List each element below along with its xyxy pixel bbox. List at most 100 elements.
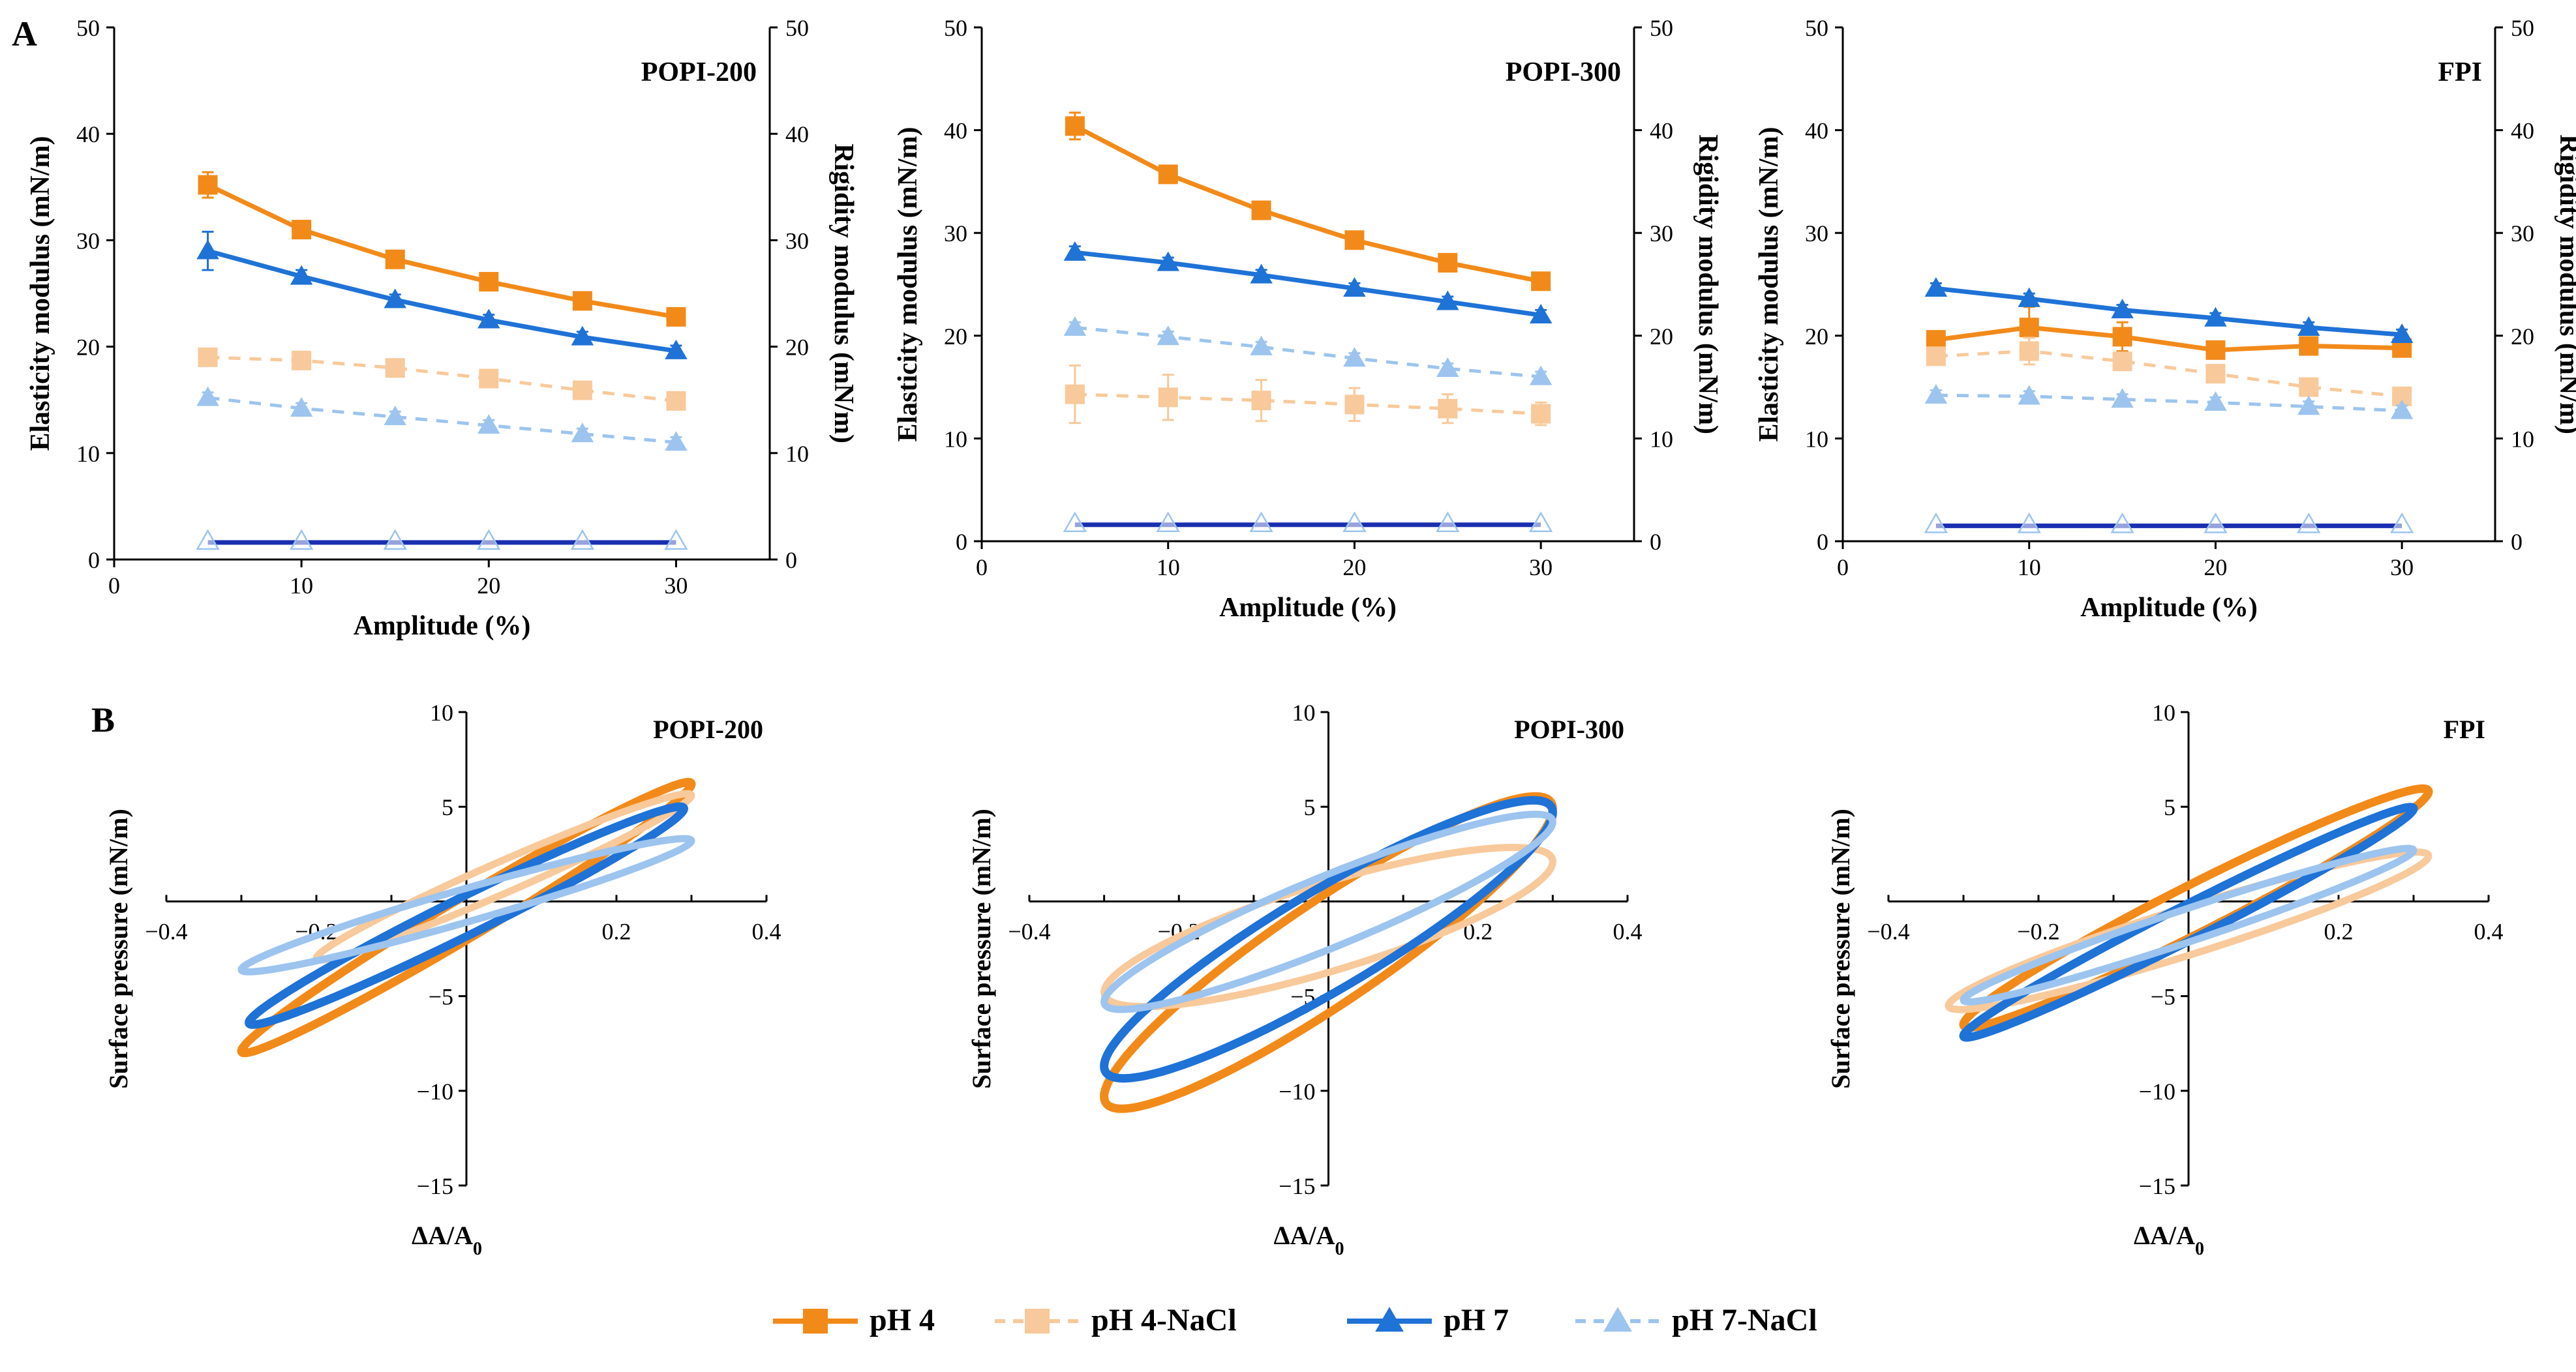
y-tick-label: 40 <box>944 118 967 144</box>
y2-tick-label: 30 <box>1650 220 1673 246</box>
legend-label: pH 7-NaCl <box>1672 1303 1817 1337</box>
x-tick-label: 20 <box>1342 554 1366 580</box>
data-point <box>1531 271 1551 291</box>
x-tick-label: 10 <box>2018 554 2041 580</box>
data-point <box>2112 327 2132 347</box>
x-tick-label: 30 <box>664 573 688 599</box>
data-point <box>1926 346 1946 366</box>
chart-title: POPI-300 <box>1506 57 1621 87</box>
y-axis-label: Elasticity modulus (mN/m) <box>1754 127 1784 442</box>
data-point <box>385 358 405 378</box>
y2-tick-label: 50 <box>785 15 809 41</box>
y2-tick-label: 0 <box>785 547 797 573</box>
data-point <box>2018 287 2040 307</box>
panel-b-label: B <box>91 700 115 739</box>
series-line <box>207 183 677 320</box>
series-ph-4 <box>1926 306 2412 360</box>
series-g <box>196 529 688 550</box>
data-point <box>198 347 218 367</box>
series-line <box>1935 286 2402 337</box>
series-line <box>1935 393 2402 413</box>
y-tick-label: 50 <box>944 15 967 41</box>
y2-axis-label: Rigidity modulus (mN/m) <box>1693 134 1723 434</box>
legend-item-ph-7-nacl: pH 7-NaCl <box>1575 1303 1817 1337</box>
series-ph-7-nacl <box>196 386 688 451</box>
chart-a-popi-300: 0 10 20 30 0 10 20 30 40 50 0 10 20 30 40 50 Amplitude (… <box>893 15 1723 623</box>
data-point <box>2297 316 2320 336</box>
legend-label: pH 4 <box>870 1303 935 1337</box>
g-double-prime-marker <box>196 529 220 550</box>
y-axis-label: Surface pressure (mN/m) <box>1826 809 1855 1089</box>
legend-marker <box>1025 1309 1050 1334</box>
legend-item-ph-4: pH 4 <box>773 1303 935 1337</box>
x-axis-label: ΔA/A0 <box>1274 1221 1344 1259</box>
y-tick-label: 40 <box>1805 118 1828 144</box>
x-tick-label: 0.2 <box>2324 918 2354 944</box>
y2-tick-label: 0 <box>2511 529 2523 555</box>
y-tick-label: 50 <box>76 15 100 41</box>
series-ph-7-nacl <box>1063 316 1553 385</box>
data-point <box>2297 395 2320 415</box>
data-point <box>1065 384 1085 404</box>
g-double-prime-marker <box>2110 512 2134 533</box>
g-double-prime-marker <box>664 529 688 550</box>
data-point <box>1157 325 1179 346</box>
data-point <box>572 291 592 311</box>
data-point <box>479 272 499 292</box>
legend-marker <box>1603 1307 1632 1332</box>
y-tick-label: 5 <box>442 794 453 820</box>
data-point <box>666 391 686 411</box>
g-double-prime-marker <box>2017 512 2041 533</box>
g-double-prime-marker <box>1436 511 1460 533</box>
data-point <box>198 175 218 195</box>
series-ph-7 <box>196 230 688 359</box>
data-point <box>1250 263 1273 284</box>
x-tick-label: 20 <box>477 573 500 599</box>
y-tick-label: 0 <box>88 547 100 573</box>
data-point <box>292 220 312 240</box>
y2-tick-label: 0 <box>1650 529 1661 555</box>
data-point <box>1926 330 1946 350</box>
x-tick-label: 10 <box>290 573 313 599</box>
g-double-prime-marker <box>2204 512 2228 533</box>
data-point <box>2019 318 2039 338</box>
data-point <box>1343 277 1366 297</box>
series-line <box>1935 325 2402 353</box>
data-point <box>1436 357 1459 377</box>
y2-tick-label: 10 <box>785 441 809 467</box>
y-tick-label: 30 <box>76 228 100 254</box>
axes: 0 10 20 30 0 10 20 30 40 50 0 10 20 30 40 50 <box>76 15 809 599</box>
data-point <box>1924 383 1948 404</box>
data-point <box>1157 251 1179 271</box>
data-point <box>2390 399 2414 419</box>
y-tick-label: 30 <box>944 220 967 246</box>
y-tick-label: 10 <box>944 426 967 452</box>
g-double-prime-marker <box>1528 511 1553 533</box>
legend-marker <box>1375 1307 1404 1332</box>
y-tick-label: 10 <box>1805 426 1828 452</box>
y-tick-label: 20 <box>76 335 100 361</box>
x-axis-label: Amplitude (%) <box>1219 593 1397 623</box>
y-axis-label: Elasticity modulus (mN/m) <box>893 127 923 442</box>
y-tick-label: 20 <box>944 323 967 350</box>
x-tick-label: 0.2 <box>602 918 631 944</box>
legend-item-ph-4-nacl: pH 4-NaCl <box>995 1303 1237 1337</box>
data-point <box>1343 347 1366 367</box>
x-tick-label: −0.4 <box>1867 918 1909 944</box>
data-point <box>2204 391 2227 411</box>
data-point <box>292 350 312 370</box>
data-point <box>196 239 219 260</box>
legend-label: pH 4-NaCl <box>1091 1303 1237 1337</box>
series-line <box>1074 393 1541 416</box>
chart-a-fpi: 0 10 20 30 0 10 20 30 40 50 0 10 20 30 40 50 Amplitude (… <box>1754 15 2576 623</box>
x-tick-label: 10 <box>1157 554 1180 580</box>
data-point <box>384 288 406 308</box>
y-tick-label: −5 <box>2151 984 2175 1010</box>
y-tick-label: 0 <box>1817 529 1828 555</box>
x-tick-label: −0.4 <box>145 918 187 944</box>
series-ph-4-nacl <box>1926 336 2412 406</box>
data-point <box>1065 116 1085 136</box>
